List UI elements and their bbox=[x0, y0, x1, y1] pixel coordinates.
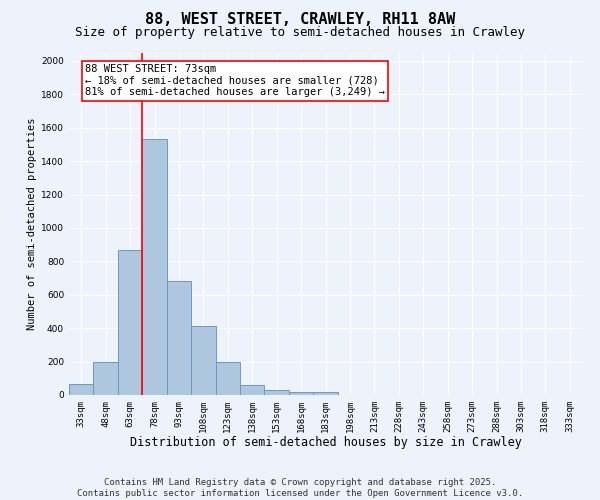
Bar bbox=[215, 362, 240, 395]
Bar bbox=[265, 390, 289, 395]
Bar bbox=[94, 362, 118, 395]
X-axis label: Distribution of semi-detached houses by size in Crawley: Distribution of semi-detached houses by … bbox=[130, 436, 521, 450]
Text: Size of property relative to semi-detached houses in Crawley: Size of property relative to semi-detach… bbox=[75, 26, 525, 39]
Y-axis label: Number of semi-detached properties: Number of semi-detached properties bbox=[27, 118, 37, 330]
Bar bbox=[191, 326, 215, 395]
Bar bbox=[118, 250, 142, 395]
Bar bbox=[240, 385, 265, 395]
Bar bbox=[142, 140, 167, 395]
Bar bbox=[69, 384, 94, 395]
Text: Contains HM Land Registry data © Crown copyright and database right 2025.
Contai: Contains HM Land Registry data © Crown c… bbox=[77, 478, 523, 498]
Bar bbox=[289, 392, 313, 395]
Bar bbox=[313, 392, 338, 395]
Bar bbox=[167, 282, 191, 395]
Text: 88, WEST STREET, CRAWLEY, RH11 8AW: 88, WEST STREET, CRAWLEY, RH11 8AW bbox=[145, 12, 455, 28]
Text: 88 WEST STREET: 73sqm
← 18% of semi-detached houses are smaller (728)
81% of sem: 88 WEST STREET: 73sqm ← 18% of semi-deta… bbox=[85, 64, 385, 98]
